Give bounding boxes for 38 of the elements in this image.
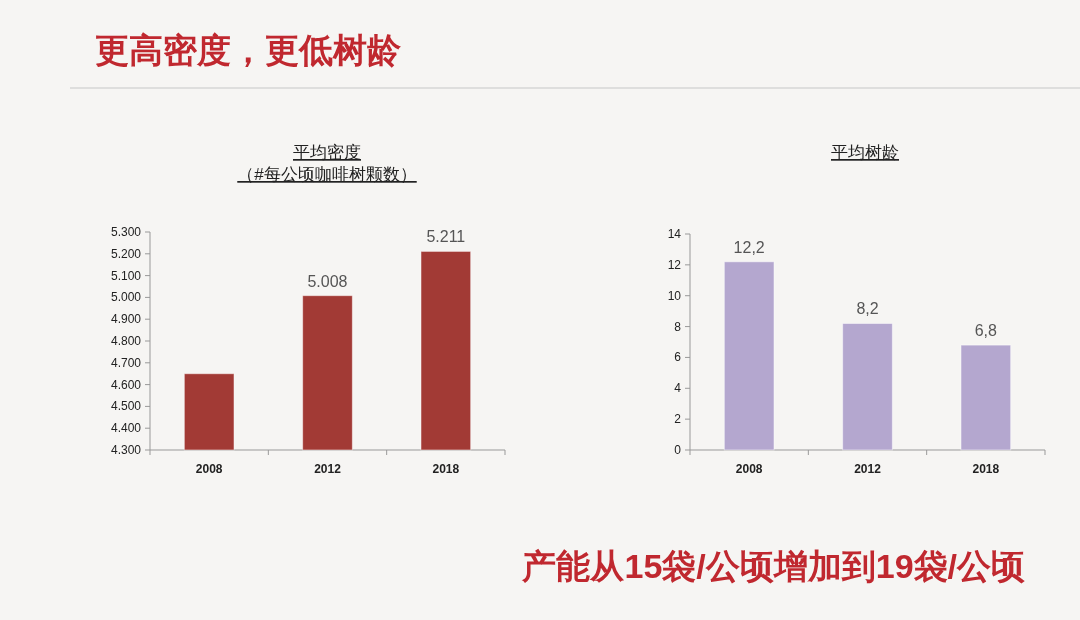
y-tick-label: 4.500 [110, 399, 142, 414]
x-tick-label: 2008 [195, 462, 223, 476]
y-tick-label: 4.600 [110, 377, 142, 392]
data-label: 5.211 [426, 228, 466, 246]
y-tick-label: 12 [667, 257, 682, 272]
data-label: 12,2 [733, 238, 765, 256]
y-tick-label: 5.300 [110, 225, 142, 239]
data-label: 5.008 [307, 272, 348, 290]
chart-title: 平均密度 [293, 143, 361, 162]
data-label: 6,8 [974, 322, 998, 340]
bar [842, 322, 893, 451]
data-label: 8,2 [856, 300, 879, 318]
y-tick-label: 4.400 [110, 421, 142, 436]
y-tick-label: 4.900 [110, 312, 142, 327]
chart-subtitle: （#每公顷咖啡树颗数） [237, 165, 417, 184]
y-tick-label: 10 [667, 288, 682, 303]
text: 更高密度，更低树龄 [95, 31, 402, 69]
chart-title: 平均树龄 [831, 143, 899, 162]
x-tick-label: 2012 [854, 462, 882, 476]
x-tick-label: 2012 [314, 462, 342, 476]
bar [723, 261, 775, 451]
y-tick-label: 5.000 [110, 290, 142, 305]
y-tick-label: 4 [674, 381, 682, 396]
y-tick-label: 4.800 [110, 334, 142, 348]
y-tick-label: 5.100 [110, 268, 142, 283]
x-tick-label: 2018 [972, 462, 1000, 476]
x-tick-label: 2008 [735, 462, 763, 476]
y-tick-label: 4.700 [110, 355, 142, 370]
y-tick-label: 5.200 [110, 246, 142, 261]
x-tick-label: 2018 [432, 462, 460, 476]
bar [960, 344, 1012, 451]
y-tick-label: 14 [667, 227, 682, 241]
y-tick-label: 2 [674, 412, 682, 427]
y-tick-label: 4.300 [110, 443, 142, 457]
y-tick-label: 0 [674, 443, 682, 457]
text: 产能从15袋/公顷增加到19袋/公顷 [521, 547, 1025, 585]
y-tick-label: 8 [674, 319, 682, 334]
y-tick-label: 6 [674, 350, 682, 365]
